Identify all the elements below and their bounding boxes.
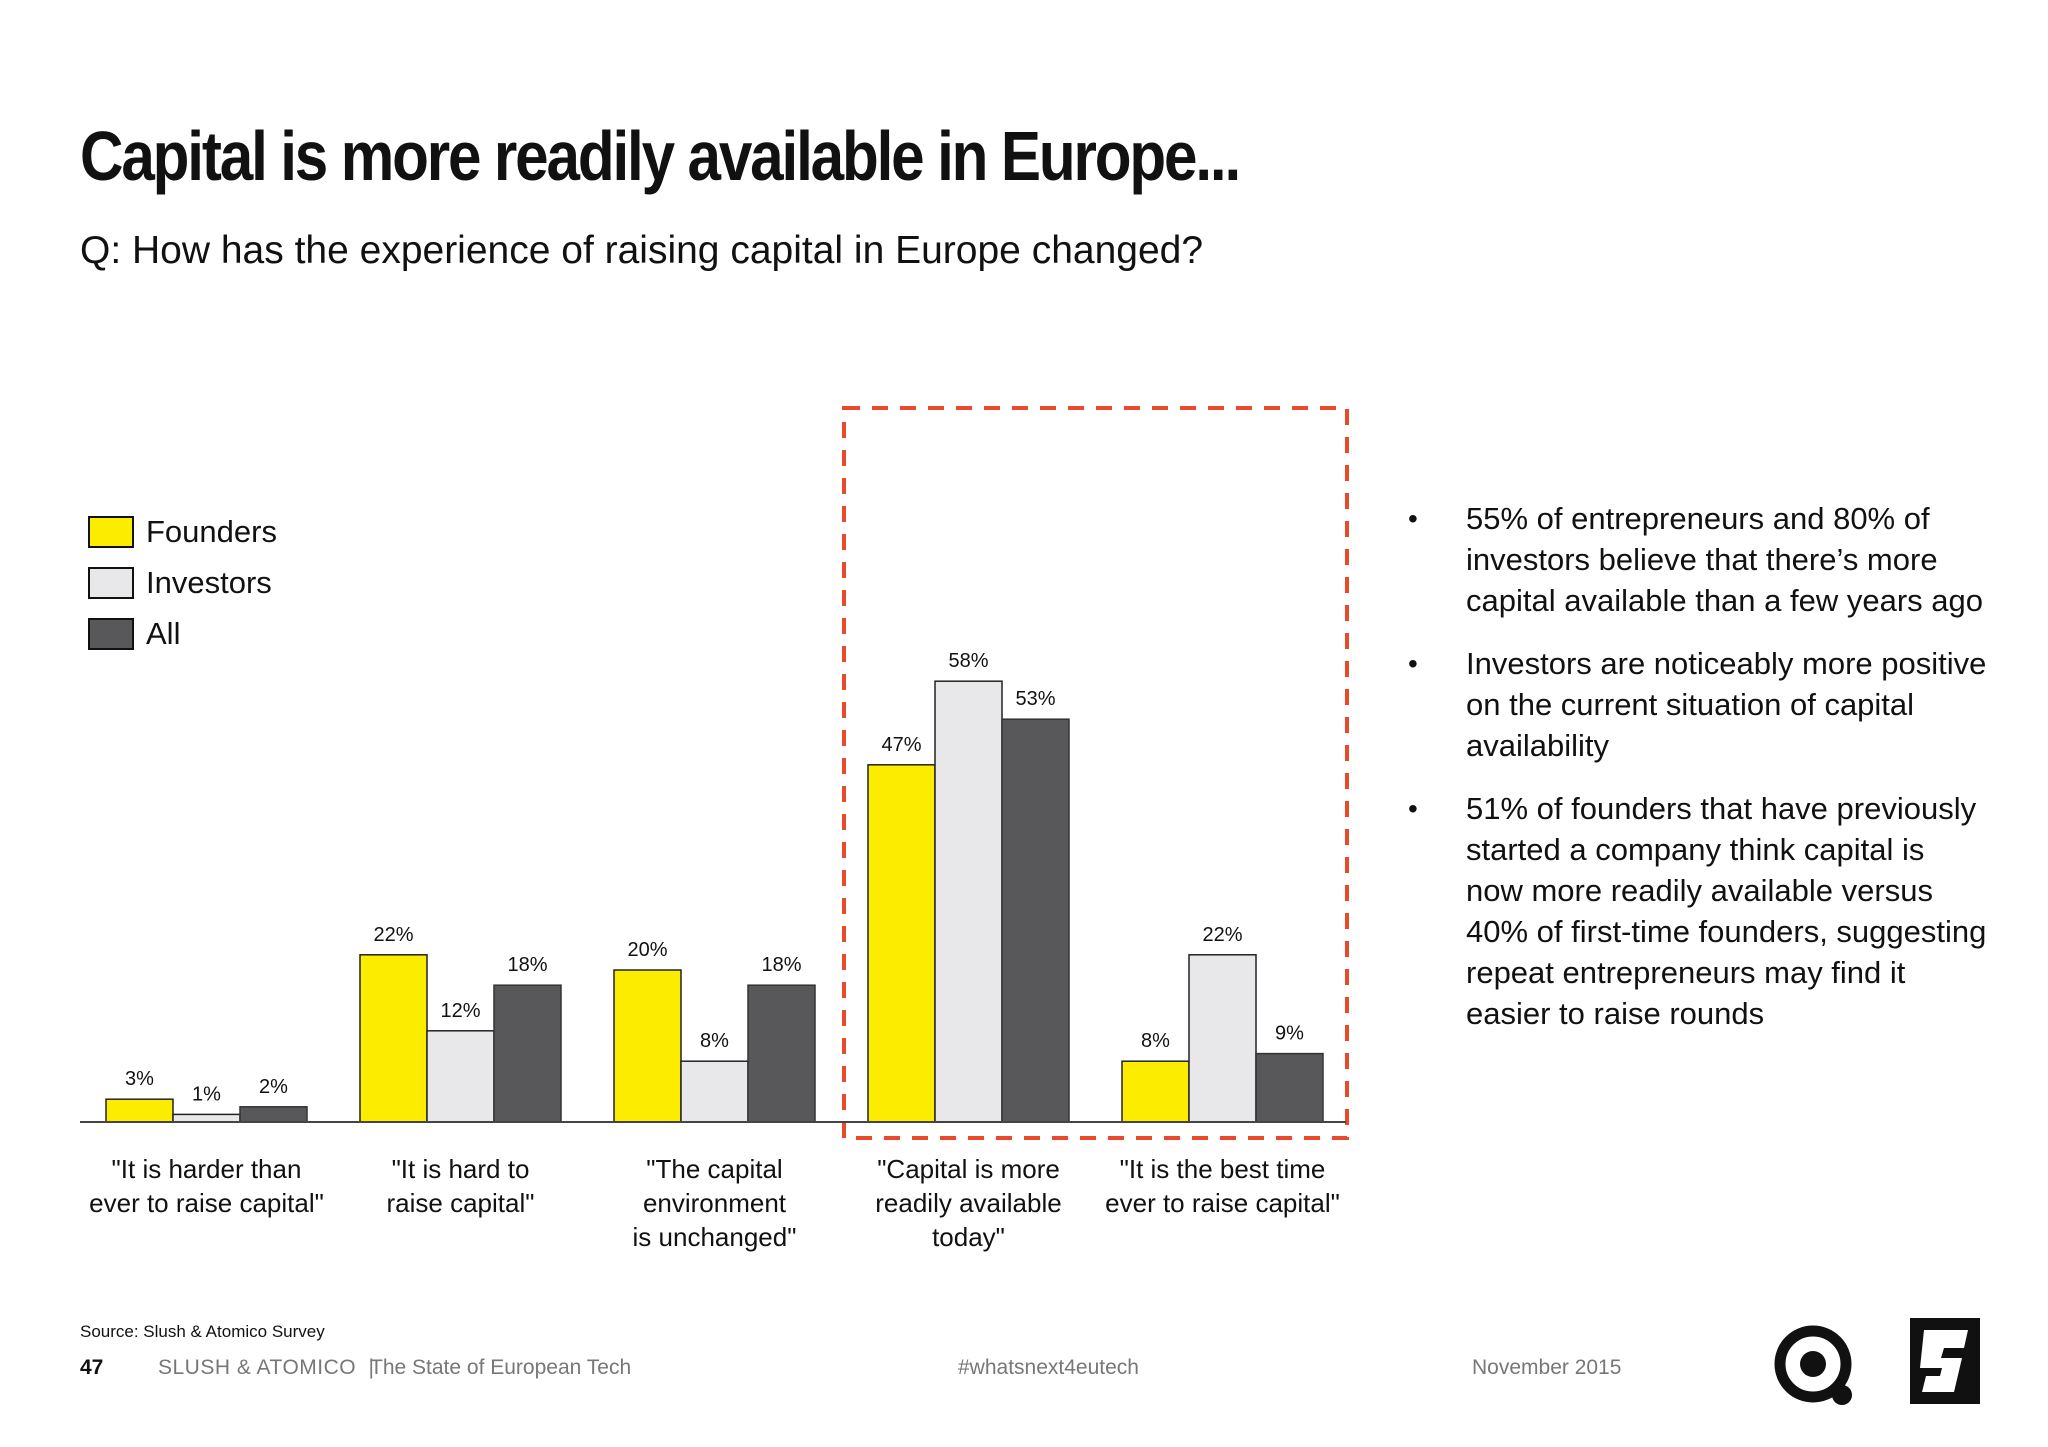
legend-item-investors: Investors bbox=[88, 565, 272, 601]
bar-founders-1 bbox=[359, 954, 428, 1123]
bullet-dot: • bbox=[1408, 503, 1418, 534]
footer-date: November 2015 bbox=[1472, 1356, 1622, 1379]
bar-investors-3 bbox=[934, 680, 1003, 1123]
bar-all-1 bbox=[493, 984, 562, 1123]
data-label: 22% bbox=[1202, 924, 1242, 946]
legend-swatch bbox=[88, 516, 134, 548]
category-label: ever to raise capital" bbox=[1105, 1188, 1340, 1218]
category-label: today" bbox=[932, 1222, 1005, 1252]
category-label: "Capital is more bbox=[877, 1154, 1060, 1184]
highlight-box bbox=[842, 406, 1349, 1140]
data-label: 18% bbox=[507, 954, 547, 976]
category-label: "It is harder than bbox=[112, 1154, 302, 1184]
page-number: 47 bbox=[80, 1356, 104, 1379]
data-label: 2% bbox=[259, 1076, 288, 1098]
source-note: Source: Slush & Atomico Survey bbox=[80, 1322, 325, 1341]
footer-publication: The State of European Tech bbox=[370, 1356, 632, 1379]
data-label: 8% bbox=[1141, 1030, 1170, 1052]
legend-item-all: All bbox=[88, 616, 180, 652]
data-label: 9% bbox=[1275, 1023, 1304, 1045]
footer-separator: | bbox=[368, 1356, 375, 1379]
bar-founders-3 bbox=[867, 764, 936, 1123]
data-label: 22% bbox=[373, 924, 413, 946]
category-label: ever to raise capital" bbox=[89, 1188, 324, 1218]
legend-swatch bbox=[88, 618, 134, 650]
insight-bullets: • 55% of entrepreneurs and 80% of investo… bbox=[1408, 498, 1988, 1056]
bar-investors-4 bbox=[1188, 954, 1257, 1123]
data-label: 20% bbox=[627, 939, 667, 961]
bar-founders-0 bbox=[105, 1098, 174, 1123]
bar-all-4 bbox=[1255, 1052, 1324, 1123]
bullet-item: • 55% of entrepreneurs and 80% of investo… bbox=[1408, 498, 1988, 621]
category-label: readily available bbox=[875, 1188, 1061, 1218]
legend-label: Investors bbox=[146, 565, 272, 600]
bar-investors-2 bbox=[680, 1060, 749, 1123]
legend-label: All bbox=[146, 616, 181, 651]
bar-investors-0 bbox=[172, 1113, 241, 1123]
slush-logo-icon bbox=[1910, 1318, 1980, 1404]
data-label: 1% bbox=[192, 1083, 221, 1105]
legend-label: Founders bbox=[146, 514, 277, 549]
atomico-logo-icon bbox=[1774, 1325, 1852, 1405]
bullet-text: 55% of entrepreneurs and 80% of investor… bbox=[1466, 501, 1983, 618]
bar-all-0 bbox=[239, 1106, 308, 1123]
category-label: "The capital bbox=[646, 1154, 782, 1184]
category-label: is unchanged" bbox=[633, 1222, 797, 1252]
footer-org-name: SLUSH & ATOMICO bbox=[158, 1356, 357, 1379]
legend-item-founders: Founders bbox=[88, 514, 277, 550]
legend-swatch bbox=[88, 567, 134, 599]
category-label: environment bbox=[643, 1188, 787, 1218]
category-label: "It is hard to bbox=[392, 1154, 530, 1184]
bullet-text: 51% of founders that have previously sta… bbox=[1466, 791, 1987, 1031]
footer-org: SLUSH & ATOMICO | bbox=[158, 1356, 374, 1380]
data-label: 47% bbox=[881, 734, 921, 756]
bar-founders-2 bbox=[613, 969, 682, 1123]
data-label: 18% bbox=[761, 954, 801, 976]
category-label: raise capital" bbox=[387, 1188, 535, 1218]
data-label: 53% bbox=[1015, 688, 1055, 710]
bullet-item: • Investors are noticeably more positive … bbox=[1408, 643, 1988, 766]
data-label: 58% bbox=[948, 650, 988, 672]
bar-all-2 bbox=[747, 984, 816, 1123]
page-subtitle: Q: How has the experience of raising cap… bbox=[80, 229, 1204, 272]
bar-investors-1 bbox=[426, 1030, 495, 1123]
bullet-dot: • bbox=[1408, 793, 1418, 824]
data-label: 8% bbox=[700, 1030, 729, 1052]
bar-all-3 bbox=[1001, 718, 1070, 1123]
page-title: Capital is more readily available in Eur… bbox=[80, 117, 1241, 195]
data-label: 12% bbox=[440, 1000, 480, 1022]
bar-founders-4 bbox=[1121, 1060, 1190, 1123]
footer-hashtag: #whatsnext4eutech bbox=[958, 1356, 1139, 1379]
bullet-text: Investors are noticeably more positive o… bbox=[1466, 646, 1987, 763]
data-label: 3% bbox=[125, 1068, 154, 1090]
category-label: "It is the best time bbox=[1120, 1154, 1326, 1184]
bullet-dot: • bbox=[1408, 648, 1418, 679]
bullet-item: • 51% of founders that have previously st… bbox=[1408, 788, 1988, 1034]
